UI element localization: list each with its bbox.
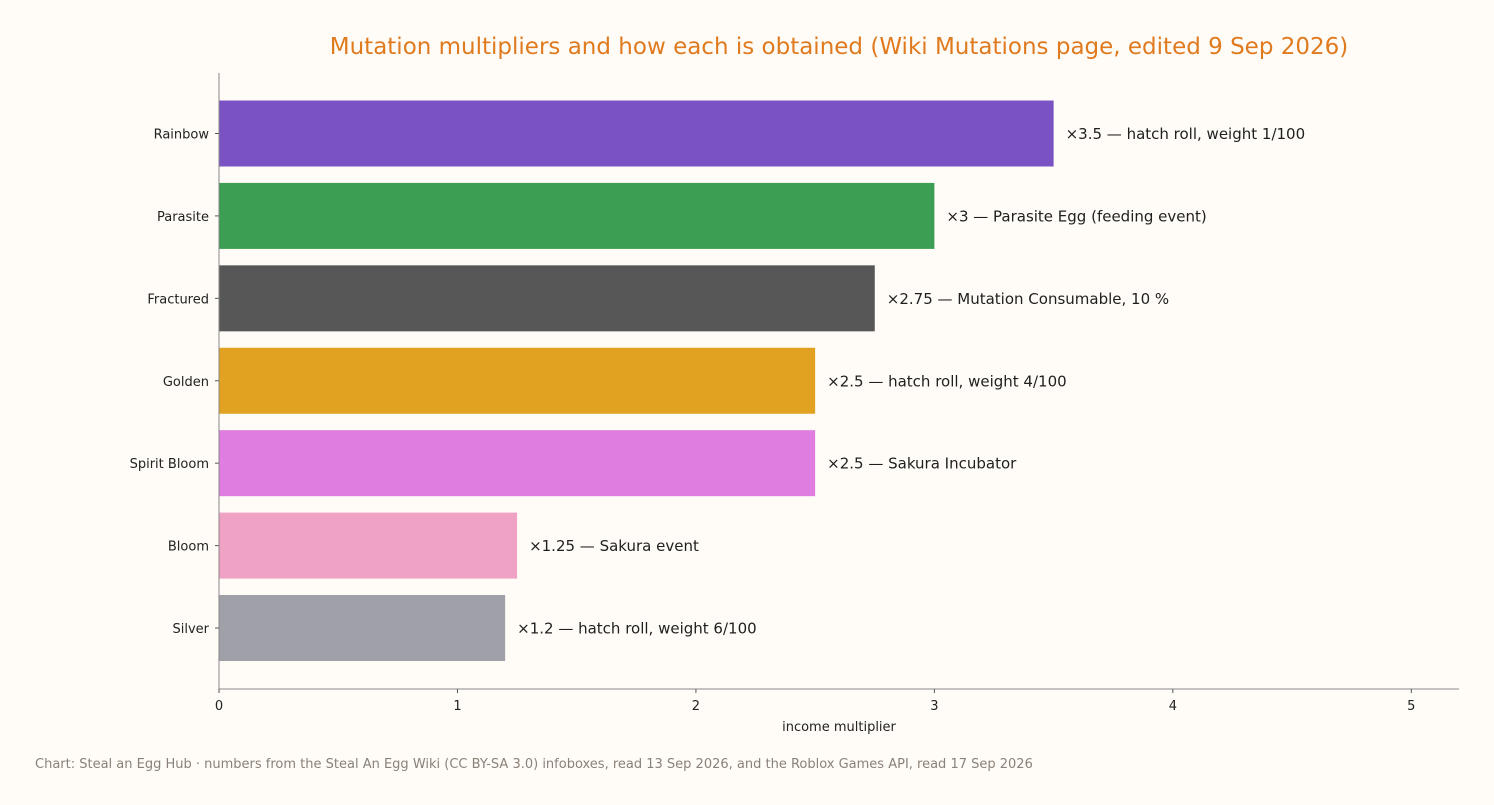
y-tick-label-spirit-bloom: Spirit Bloom: [130, 457, 209, 472]
chart-title: Mutation multipliers and how each is obt…: [330, 34, 1349, 60]
x-tick-label-5: 5: [1407, 699, 1415, 714]
x-tick-label-4: 4: [1169, 699, 1177, 714]
bar-fractured: [219, 265, 875, 332]
y-tick-label-parasite: Parasite: [157, 210, 209, 225]
data-label-bloom: ×1.25 — Sakura event: [529, 537, 699, 555]
bar-golden: [219, 347, 816, 414]
y-tick-label-golden: Golden: [163, 375, 209, 390]
bar-silver: [219, 595, 506, 661]
y-tick-label-bloom: Bloom: [168, 540, 209, 555]
y-tick-label-fractured: Fractured: [147, 292, 209, 307]
y-tick-label-silver: Silver: [172, 622, 209, 637]
bar-rainbow: [219, 100, 1054, 167]
data-label-silver: ×1.2 — hatch roll, weight 6/100: [517, 620, 757, 638]
data-label-parasite: ×3 — Parasite Egg (feeding event): [946, 207, 1206, 225]
y-tick-label-rainbow: Rainbow: [154, 128, 210, 143]
bar-spirit-bloom: [219, 430, 816, 497]
data-label-golden: ×2.5 — hatch roll, weight 4/100: [827, 372, 1067, 390]
x-tick-label-2: 2: [692, 699, 700, 714]
chart-caption: Chart: Steal an Egg Hub · numbers from t…: [35, 757, 1033, 772]
bar-bloom: [219, 512, 518, 579]
data-label-fractured: ×2.75 — Mutation Consumable, 10 %: [887, 290, 1169, 308]
bar-parasite: [219, 182, 935, 249]
x-tick-label-1: 1: [453, 699, 461, 714]
x-tick-label-3: 3: [930, 699, 938, 714]
x-axis-label: income multiplier: [782, 720, 896, 735]
data-label-spirit-bloom: ×2.5 — Sakura Incubator: [827, 455, 1017, 473]
x-tick-label-0: 0: [215, 699, 223, 714]
axes-layer: Rainbow Parasite Fractured Golden Spirit Blo…: [130, 73, 1459, 714]
bars-layer: ×3.5 — hatch roll, weight 1/100 ×3 — Para…: [219, 100, 1306, 661]
data-label-rainbow: ×3.5 — hatch roll, weight 1/100: [1066, 125, 1306, 143]
